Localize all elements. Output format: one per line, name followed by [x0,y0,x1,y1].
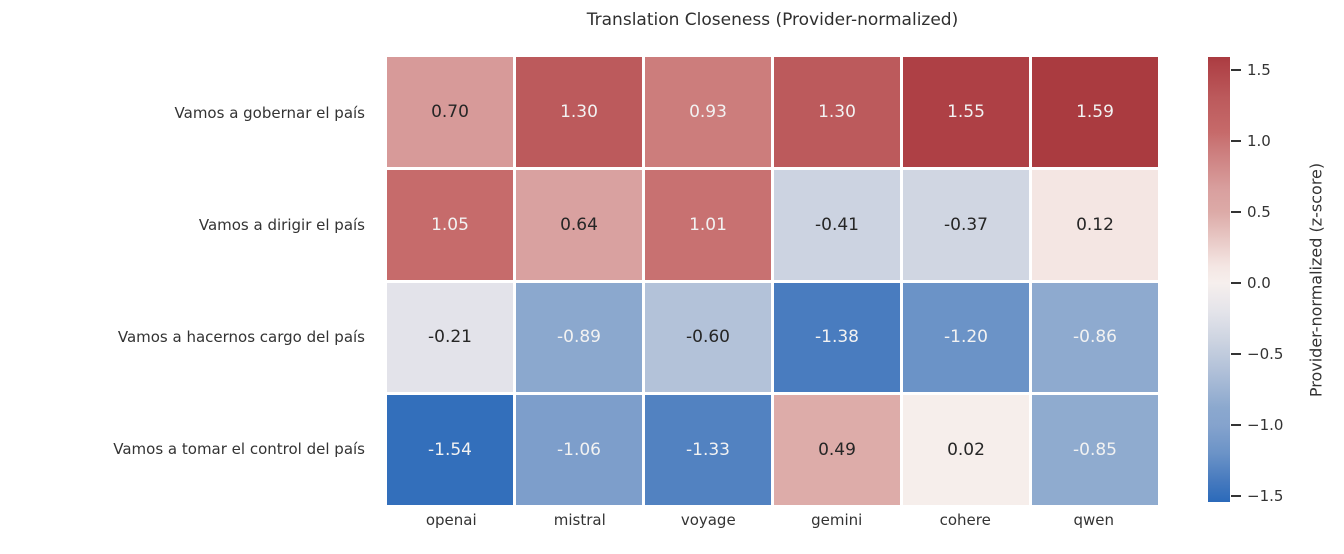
x-axis-tick-label: cohere [939,511,991,529]
heatmap-cell: 0.70 [387,57,513,167]
heatmap-cell: 1.30 [516,57,642,167]
heatmap-cell: -1.20 [903,282,1029,393]
colorbar-tick-label: 1.0 [1247,131,1271,150]
colorbar-tick [1231,139,1241,142]
y-axis-labels: Vamos a gobernar el país Vamos a dirigir … [0,57,375,505]
heatmap-grid: 0.70 1.30 0.93 1.30 1.55 1.59 1.05 0.64 1.01 -0.4… [387,57,1158,505]
heatmap-cell: -0.85 [1032,395,1158,505]
heatmap-cell: -0.89 [516,282,642,393]
heatmap-cell: -1.54 [387,395,513,505]
heatmap-cell: -0.60 [645,282,771,393]
colorbar-tick [1231,68,1241,71]
heatmap-cell: 1.05 [387,169,513,280]
colorbar-tick-label: 0.0 [1247,274,1271,293]
colorbar-tick-label: −1.5 [1247,487,1284,506]
y-axis-tick-label: Vamos a tomar el control del país [113,440,365,458]
colorbar-tick [1231,495,1241,498]
heatmap-cell: 0.49 [774,395,900,505]
heatmap-cell: 0.93 [645,57,771,167]
heatmap-cell: -1.38 [774,282,900,393]
heatmap-cell: -0.37 [903,169,1029,280]
colorbar-tick-label: −1.0 [1247,416,1284,435]
x-axis-tick-label: openai [425,511,477,529]
heatmap-cell: -1.06 [516,395,642,505]
colorbar-tick-label: 0.5 [1247,202,1271,221]
heatmap-cell: 1.30 [774,57,900,167]
heatmap-cell: 0.12 [1032,169,1158,280]
colorbar-gradient [1208,57,1230,502]
heatmap-cell: -0.86 [1032,282,1158,393]
heatmap-cell: -1.33 [645,395,771,505]
colorbar-tick [1231,424,1241,427]
x-axis-tick-label: gemini [811,511,863,529]
colorbar-tick [1231,353,1241,356]
colorbar-tick-label: 1.5 [1247,60,1271,79]
x-axis-tick-label: voyage [680,511,736,529]
x-axis-labels: openai mistral voyage gemini cohere qwen [387,511,1158,529]
colorbar-tick [1231,210,1241,213]
heatmap-cell: -0.21 [387,282,513,393]
heatmap-cell: 0.02 [903,395,1029,505]
y-axis-tick-label: Vamos a gobernar el país [174,104,365,122]
heatmap-cell: 0.64 [516,169,642,280]
y-axis-tick-label: Vamos a dirigir el país [198,216,365,234]
heatmap-cell: -0.41 [774,169,900,280]
heatmap-cell: 1.55 [903,57,1029,167]
y-axis-tick-label: Vamos a hacernos cargo del país [117,328,365,346]
colorbar-tick-label: −0.5 [1247,345,1284,364]
chart-title: Translation Closeness (Provider-normaliz… [586,10,959,30]
heatmap-cell: 1.01 [645,169,771,280]
x-axis-tick-label: mistral [553,511,606,529]
colorbar-tick [1231,282,1241,285]
colorbar-axis-label: Provider-normalized (z-score) [1306,162,1326,398]
heatmap-cell: 1.59 [1032,57,1158,167]
x-axis-tick-label: qwen [1073,511,1115,529]
